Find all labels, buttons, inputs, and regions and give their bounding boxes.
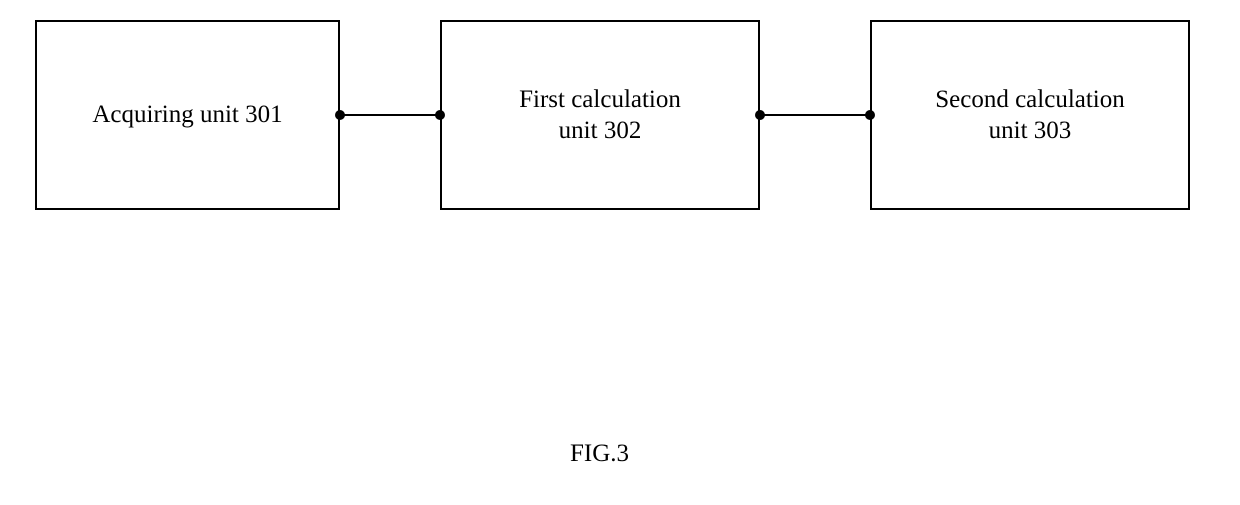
node-label: Second calculation unit 303 <box>935 84 1125 147</box>
edge-n2-n3 <box>760 114 870 116</box>
edge-n1-n2 <box>340 114 440 116</box>
connector-dot <box>755 110 765 120</box>
connector-dot <box>335 110 345 120</box>
node-label: First calculation unit 302 <box>519 84 681 147</box>
node-acquiring-unit: Acquiring unit 301 <box>35 20 340 210</box>
connector-dot <box>865 110 875 120</box>
node-label: Acquiring unit 301 <box>92 99 282 130</box>
caption-text: FIG.3 <box>570 440 629 467</box>
node-second-calculation-unit: Second calculation unit 303 <box>870 20 1190 210</box>
diagram-canvas: Acquiring unit 301 First calculation uni… <box>0 0 1240 505</box>
connector-dot <box>435 110 445 120</box>
node-first-calculation-unit: First calculation unit 302 <box>440 20 760 210</box>
figure-caption: FIG.3 <box>570 440 629 468</box>
